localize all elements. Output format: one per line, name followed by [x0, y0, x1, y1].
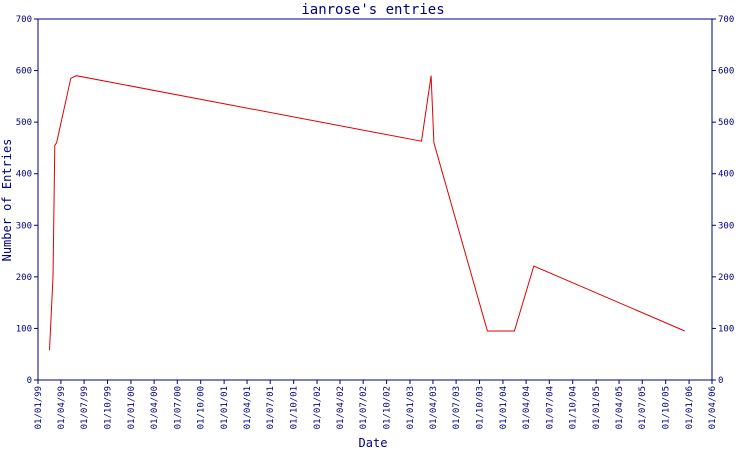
- x-tick-label: 01/01/05: [592, 386, 602, 429]
- x-tick-label: 01/01/01: [220, 386, 230, 429]
- x-tick-label: 01/04/03: [429, 386, 439, 429]
- y-tick-label-left: 600: [16, 67, 32, 77]
- x-tick-label: 01/07/01: [266, 386, 276, 429]
- x-tick-label: 01/01/00: [127, 386, 137, 429]
- y-tick-label-left: 100: [16, 324, 32, 334]
- x-tick-label: 01/10/02: [383, 386, 393, 429]
- y-tick-label-left: 500: [16, 118, 32, 128]
- x-tick-label: 01/04/99: [57, 386, 67, 429]
- y-tick-label-right: 700: [718, 15, 734, 25]
- x-tick-label: 01/04/04: [522, 386, 532, 429]
- y-tick-label-right: 400: [718, 170, 734, 180]
- y-tick-label-right: 300: [718, 221, 734, 231]
- x-tick-label: 01/10/01: [290, 386, 300, 429]
- y-tick-label-left: 200: [16, 273, 32, 283]
- y-axis-label: Number of Entries: [0, 139, 14, 262]
- x-tick-label: 01/01/06: [685, 386, 695, 429]
- x-tick-label: 01/07/05: [638, 386, 648, 429]
- x-axis-label: Date: [359, 436, 388, 450]
- y-tick-label-right: 100: [718, 324, 734, 334]
- x-tick-label: 01/10/00: [197, 386, 207, 429]
- series-line: [49, 75, 685, 351]
- x-ticks: 01/01/99 01/04/99 01/07/99 01/10/99 01/01/00…: [34, 380, 718, 429]
- x-tick-label: 01/07/99: [80, 386, 90, 429]
- x-tick-label: 01/01/04: [499, 386, 509, 429]
- x-tick-label: 01/01/02: [313, 386, 323, 429]
- x-tick-label: 01/07/02: [359, 386, 369, 429]
- right-y-ticks: 0 100 200 300 400 500 600 700: [712, 15, 734, 386]
- y-tick-label-left: 0: [27, 376, 32, 386]
- x-tick-label: 01/10/04: [569, 386, 579, 429]
- x-tick-label: 01/07/00: [173, 386, 183, 429]
- x-tick-label: 01/10/03: [476, 386, 486, 429]
- x-tick-label: 01/01/99: [34, 386, 44, 429]
- x-tick-label: 01/04/00: [150, 386, 160, 429]
- x-tick-label: 01/07/04: [545, 386, 555, 429]
- x-tick-label: 01/04/01: [243, 386, 253, 429]
- x-tick-label: 01/04/06: [708, 386, 718, 429]
- series-group: [49, 75, 685, 351]
- y-tick-label-right: 0: [718, 376, 723, 386]
- y-tick-label-left: 300: [16, 221, 32, 231]
- y-tick-label-left: 400: [16, 170, 32, 180]
- x-tick-label: 01/07/03: [452, 386, 462, 429]
- x-tick-label: 01/04/05: [615, 386, 625, 429]
- chart-title: ianrose's entries: [301, 2, 444, 18]
- y-tick-label-left: 700: [16, 15, 32, 25]
- left-y-ticks: 0 100 200 300 400 500 600 700: [16, 15, 38, 386]
- x-tick-label: 01/01/03: [406, 386, 416, 429]
- y-tick-label-right: 600: [718, 67, 734, 77]
- y-tick-label-right: 200: [718, 273, 734, 283]
- x-tick-label: 01/04/02: [336, 386, 346, 429]
- x-tick-label: 01/10/99: [104, 386, 114, 429]
- x-tick-label: 01/10/05: [662, 386, 672, 429]
- y-tick-label-right: 500: [718, 118, 734, 128]
